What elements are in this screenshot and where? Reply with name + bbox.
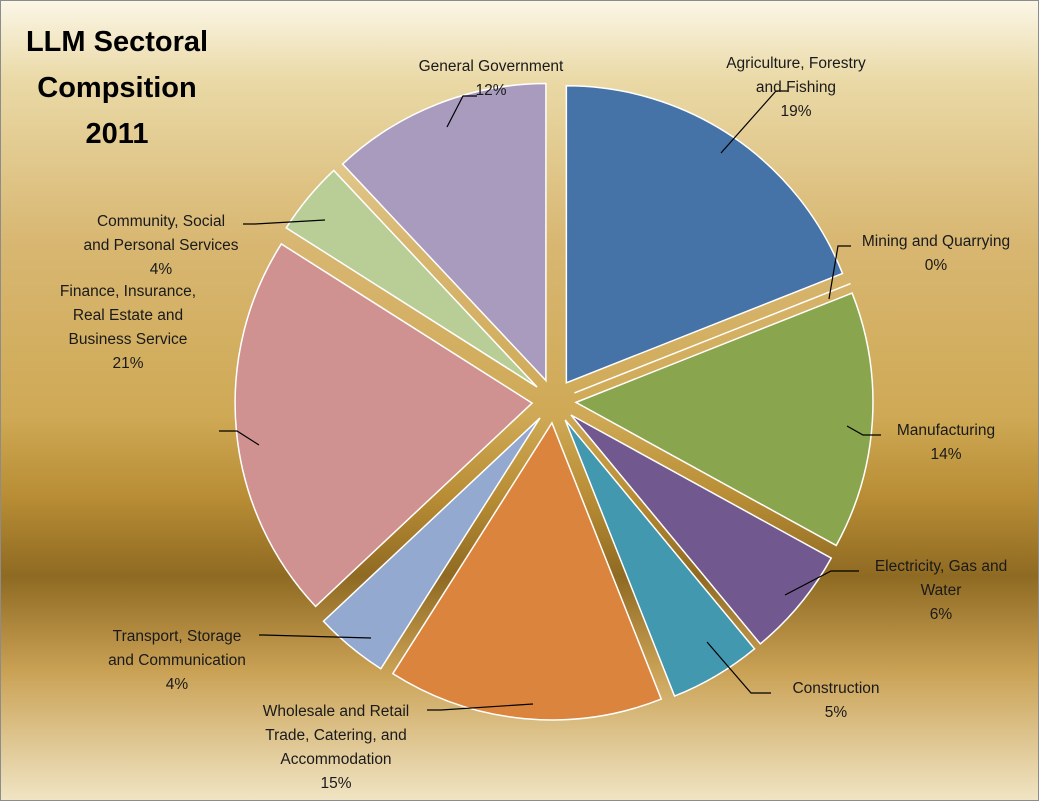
- pie-slice: [391, 421, 663, 721]
- pie-slice: [564, 419, 756, 698]
- slice-percent-label: 6%: [930, 606, 953, 623]
- slice-label: Community, Social and Personal Services 4%: [83, 213, 238, 278]
- pie-slice: [570, 414, 833, 645]
- pie-slice: [341, 82, 547, 383]
- slice-name-label: Real Estate and: [73, 307, 183, 324]
- slice-percent-label: 5%: [825, 704, 848, 721]
- slice-percent-label: 4%: [150, 261, 173, 278]
- slice-label: Transport, Storage and Communication 4%: [108, 628, 246, 693]
- slice-label: Agriculture, Forestry and Fishing 19%: [726, 55, 866, 120]
- slice-label: Mining and Quarrying 0%: [862, 233, 1010, 274]
- chart-title-line-1: LLM Sectoral: [26, 26, 208, 58]
- pie-slice: [285, 169, 538, 388]
- leader-line: [784, 570, 859, 596]
- slice-name-label: Accommodation: [280, 751, 391, 768]
- leader-line: [828, 245, 851, 300]
- slice-label: Electricity, Gas and Water 6%: [875, 558, 1007, 623]
- leader-line: [259, 634, 372, 639]
- slice-name-label: and Fishing: [756, 79, 836, 96]
- slice-percent-label: 4%: [166, 676, 189, 693]
- slice-percent-label: 0%: [925, 257, 948, 274]
- slice-percent-label: 19%: [780, 103, 811, 120]
- pie-slice: [574, 282, 851, 394]
- slice-label: Finance, Insurance, Real Estate and Busine…: [60, 283, 196, 372]
- slice-label: Construction 5%: [792, 680, 879, 721]
- slice-label: General Government 12%: [419, 58, 564, 99]
- slice-name-label: Community, Social: [97, 213, 225, 230]
- slice-name-label: Mining and Quarrying: [862, 233, 1010, 250]
- leader-line: [446, 95, 477, 128]
- slice-label: Wholesale and Retail Trade, Catering, and…: [263, 703, 409, 792]
- labels-layer: Agriculture, Forestry and Fishing 19% Minin…: [60, 55, 1010, 792]
- slice-name-label: Electricity, Gas and: [875, 558, 1007, 575]
- slice-name-label: Trade, Catering, and: [265, 727, 407, 744]
- chart-title-line-2: Compsition: [37, 72, 197, 104]
- slice-name-label: and Communication: [108, 652, 246, 669]
- slice-name-label: Transport, Storage: [113, 628, 242, 645]
- pie-slice: [574, 292, 874, 547]
- slice-label: Manufacturing 14%: [897, 422, 995, 463]
- slice-name-label: Agriculture, Forestry: [726, 55, 866, 72]
- slice-name-label: Manufacturing: [897, 422, 995, 439]
- leader-line: [219, 430, 260, 446]
- chart-title-line-3: 2011: [86, 118, 149, 150]
- slice-name-label: Finance, Insurance,: [60, 283, 196, 300]
- slice-name-label: and Personal Services: [83, 237, 238, 254]
- leader-line: [706, 641, 771, 694]
- slice-percent-label: 12%: [475, 82, 506, 99]
- leader-line: [243, 219, 326, 225]
- slice-percent-label: 21%: [112, 355, 143, 372]
- pie-slice: [322, 417, 541, 670]
- leader-line: [846, 425, 881, 436]
- pie-slice: [565, 85, 844, 384]
- leader-lines-layer: [219, 90, 881, 711]
- leader-line: [720, 90, 788, 154]
- slice-name-label: Business Service: [69, 331, 188, 348]
- slice-name-label: Construction: [792, 680, 879, 697]
- slice-name-label: Water: [921, 582, 962, 599]
- slice-name-label: General Government: [419, 58, 564, 75]
- slice-percent-label: 15%: [320, 775, 351, 792]
- slices-layer: [234, 82, 874, 721]
- slice-percent-label: 14%: [930, 446, 961, 463]
- leader-line: [427, 703, 534, 711]
- slice-name-label: Wholesale and Retail: [263, 703, 409, 720]
